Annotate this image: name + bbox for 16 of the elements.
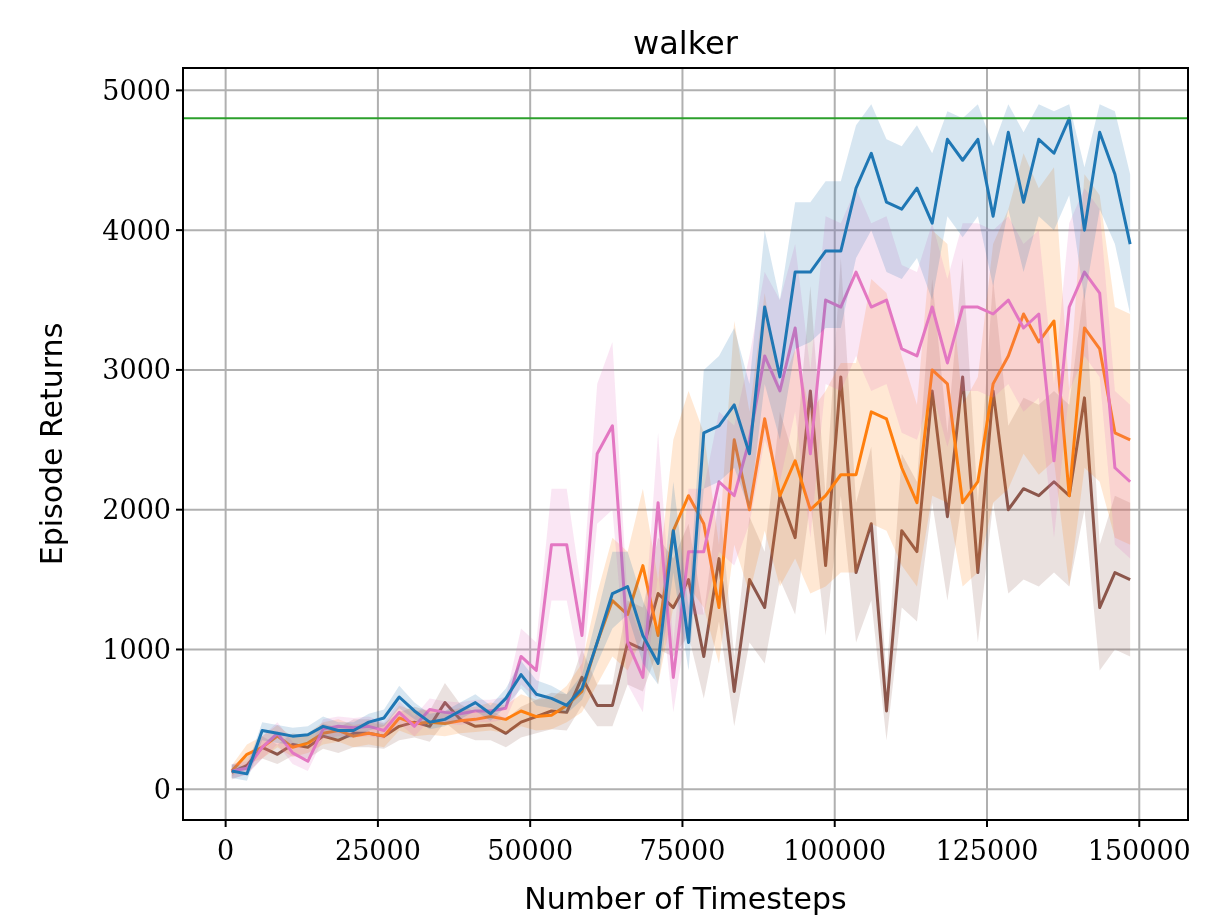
y-tick-label: 4000	[102, 214, 171, 246]
y-tick-label: 3000	[102, 354, 171, 386]
y-axis-title: Episode Returns	[34, 322, 69, 566]
y-tick-label: 5000	[102, 74, 171, 106]
x-tick-label: 125000	[935, 835, 1039, 866]
x-axis-title: Number of Timesteps	[524, 881, 847, 916]
y-tick-label: 2000	[102, 494, 171, 526]
x-tick-label: 150000	[1087, 835, 1191, 866]
y-tick-label: 0	[153, 773, 171, 805]
x-tick-label: 0	[217, 835, 235, 866]
x-tick-label: 25000	[334, 835, 421, 866]
chart-title: walker	[633, 24, 739, 62]
y-tick-label: 1000	[102, 633, 171, 665]
x-tick-label: 50000	[487, 835, 574, 866]
x-tick-label: 100000	[783, 835, 887, 866]
x-tick-label: 75000	[639, 835, 726, 866]
